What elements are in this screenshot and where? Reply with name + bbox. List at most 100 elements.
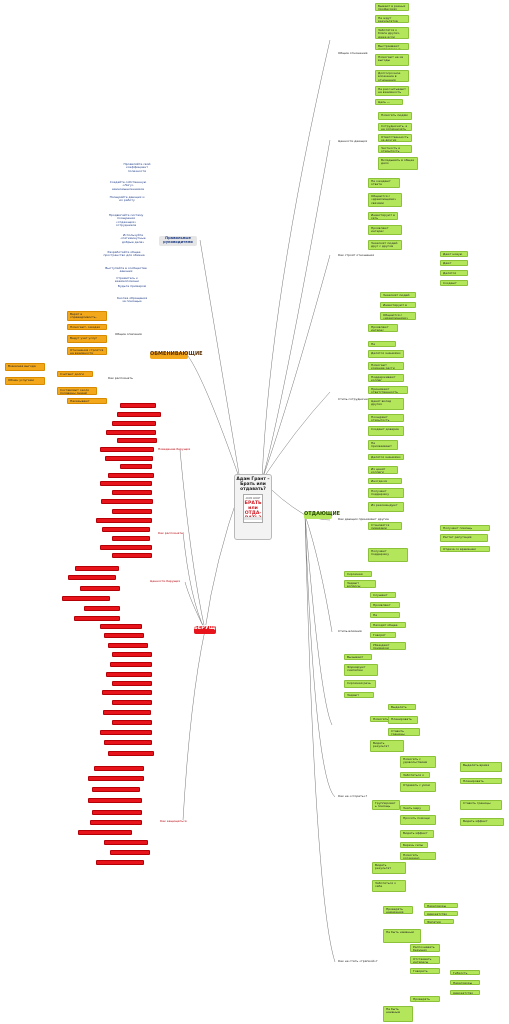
green-item-6-6[interactable]: Говорят предварительно — [370, 632, 396, 638]
green-item-7-4[interactable]: Отдавать с умом — [400, 782, 436, 792]
red-node-15[interactable] — [112, 536, 150, 541]
red-node-4[interactable] — [117, 438, 157, 443]
green-item-1-2[interactable]: Заботятся о благе других, даже если упус… — [375, 27, 409, 39]
red-node-35[interactable] — [100, 730, 152, 735]
blue-item-1[interactable]: Создайте собственную «Лигу» единомышленн… — [106, 180, 150, 190]
blue-item-8[interactable]: Будьте примером — [114, 284, 150, 294]
red-node-31[interactable] — [102, 690, 152, 695]
green-item-6-4[interactable]: Не навязывают — [370, 612, 400, 618]
green-sub-8-4[interactable]: Переговоры — [450, 980, 480, 985]
blue-item-6[interactable]: Выступайте в сообществе дающих — [102, 266, 150, 272]
green-item-1-1[interactable]: Не ждут результатов немедленно — [375, 15, 409, 23]
red-node-47[interactable] — [96, 860, 144, 865]
green-item-6-7[interactable]: Убеждают примером — [370, 642, 406, 650]
green-item-2-1[interactable]: Сотрудничать, а не соперничать — [378, 123, 412, 131]
blue-item-9[interactable]: Кнопка обращения за помощью — [114, 296, 150, 304]
green-sub-7-5[interactable]: Выделять время — [460, 762, 502, 772]
green-sub-8-1[interactable]: Адвокатство — [424, 911, 458, 916]
green-item-4-5[interactable]: Ценят вклад других — [368, 398, 404, 410]
branch-otdayushchie[interactable]: ОТДАЮЩИЕ — [304, 511, 341, 519]
green-item-4-9[interactable]: Делятся знаниями — [368, 454, 404, 460]
green-item-4-7[interactable]: Создают доверие — [368, 426, 404, 436]
blue-item-7[interactable]: Стремитесь к взаимопомощи — [104, 276, 150, 282]
orange-item-2-2[interactable]: Считают долги — [57, 371, 93, 377]
green-sub-3-2[interactable]: Делятся опытом — [440, 270, 468, 276]
green-item-3-2[interactable]: Инвестируют в сеть — [368, 212, 398, 220]
red-node-33[interactable] — [103, 710, 151, 715]
red-node-34[interactable] — [112, 720, 152, 725]
red-node-1[interactable] — [117, 412, 161, 417]
red-node-5[interactable] — [100, 447, 154, 452]
green-item-8-3[interactable]: Отстаивать интересы — [410, 956, 440, 964]
green-item-6-9[interactable]: Формируют симпатию — [344, 664, 378, 676]
red-node-6[interactable] — [105, 456, 153, 461]
green-item-6-0[interactable]: Скромная речь — [344, 571, 372, 577]
red-node-40[interactable] — [92, 787, 140, 792]
blue-item-2[interactable]: Поощряйте дающих и их работу — [106, 195, 148, 211]
blue-item-3[interactable]: Продвигайте систему поощрения «отдающих»… — [106, 213, 146, 229]
orange-item-1-3[interactable]: Отношения строятся на взаимности — [67, 347, 107, 355]
green-item-8-1[interactable]: Не быть наивным — [383, 929, 421, 943]
green-item-3-6[interactable]: Инвестируют в сеть — [380, 302, 416, 308]
red-node-42[interactable] — [92, 810, 142, 815]
green-item-4-3[interactable]: Поддерживают коллег — [368, 374, 404, 382]
green-sub-7-3[interactable]: Видеть эффект — [400, 830, 434, 838]
red-node-30[interactable] — [112, 681, 152, 686]
green-item-4-1[interactable]: Делятся знаниями — [368, 350, 404, 358]
red-node-9[interactable] — [100, 481, 152, 486]
green-item-7-9[interactable]: Видеть результат — [372, 862, 406, 874]
green-item-6-5[interactable]: Находят общее — [370, 622, 406, 628]
red-node-24[interactable] — [100, 624, 142, 629]
red-node-28[interactable] — [110, 662, 152, 667]
red-node-17[interactable] — [112, 553, 152, 558]
green-item-3-8[interactable]: Проявляют интерес — [368, 324, 398, 332]
green-item-7-6[interactable]: Знать меру — [400, 805, 430, 811]
red-node-19[interactable] — [68, 575, 116, 580]
red-node-25[interactable] — [104, 633, 144, 638]
red-node-14[interactable] — [102, 527, 150, 532]
red-node-22[interactable] — [84, 606, 120, 611]
green-sub-7-1[interactable]: Планировать — [388, 716, 418, 724]
green-item-4-4[interactable]: Принимают ответственность — [368, 386, 408, 394]
green-sub-5-0[interactable]: Получают помощь — [440, 525, 490, 531]
red-node-13[interactable] — [96, 518, 152, 523]
green-item-7-2[interactable]: Помогать с удовольствием — [400, 756, 436, 768]
green-item-2-2[interactable]: Ответственность за других — [378, 134, 412, 142]
red-node-11[interactable] — [101, 499, 153, 504]
green-item-4-6[interactable]: Поощряют открытость — [368, 414, 404, 422]
green-item-6-1[interactable]: Задают вопросы — [344, 580, 376, 588]
green-item-7-3[interactable]: Заботиться о себе — [400, 772, 430, 778]
green-sub-5-1[interactable]: Растет репутация — [440, 534, 488, 542]
red-node-37[interactable] — [108, 751, 154, 756]
red-node-32[interactable] — [112, 700, 152, 705]
branch-berushchie[interactable]: БЕРУЩИЕ — [194, 625, 223, 634]
red-node-29[interactable] — [106, 672, 152, 677]
green-item-6-2[interactable]: Слушают собеседника — [370, 592, 396, 598]
green-item-1-4[interactable]: Помогают не из выгоды — [375, 54, 409, 66]
green-item-6-10[interactable]: Скромная речь — [344, 680, 376, 688]
green-sub-3-1[interactable]: Дают ресурсы — [440, 260, 468, 266]
red-node-26[interactable] — [108, 643, 148, 648]
green-item-8-6[interactable]: Не быть наивным — [383, 1006, 413, 1022]
green-item-3-3[interactable]: Проявляют интерес — [368, 225, 402, 235]
red-node-44[interactable] — [78, 830, 132, 835]
green-item-5-3[interactable]: Их рекомендуют — [368, 502, 404, 512]
red-node-12[interactable] — [112, 509, 152, 514]
green-sub-7-8[interactable]: Видеть эффект — [460, 818, 504, 826]
green-item-2-3[interactable]: Честность и открытость — [378, 145, 412, 153]
green-sub-8-0[interactable]: Переговоры — [424, 903, 458, 908]
green-item-1-3[interactable]: Выстраивают долгосрочные связи — [375, 43, 409, 50]
green-item-5-1[interactable]: Иногда их используют — [368, 478, 402, 484]
red-node-20[interactable] — [80, 586, 120, 591]
green-item-5-5[interactable]: Получают поддержку — [368, 548, 408, 562]
green-item-1-7[interactable]: Цель — общее благо — [375, 99, 403, 105]
orange-item-3-1[interactable]: Наказывают берущих — [67, 398, 107, 404]
red-node-0[interactable] — [120, 403, 156, 408]
red-node-27[interactable] — [112, 652, 152, 657]
green-item-1-6[interactable]: Не рассчитывают на взаимность — [375, 86, 409, 96]
green-item-3-5[interactable]: Знакомят людей друг с другом — [380, 292, 416, 298]
red-node-45[interactable] — [104, 840, 148, 845]
green-sub-8-3[interactable]: Гибкость — [450, 970, 480, 975]
green-item-8-2[interactable]: Распознавать берущих — [410, 944, 440, 952]
green-item-5-4[interactable]: Становятся лидерами — [368, 522, 402, 530]
